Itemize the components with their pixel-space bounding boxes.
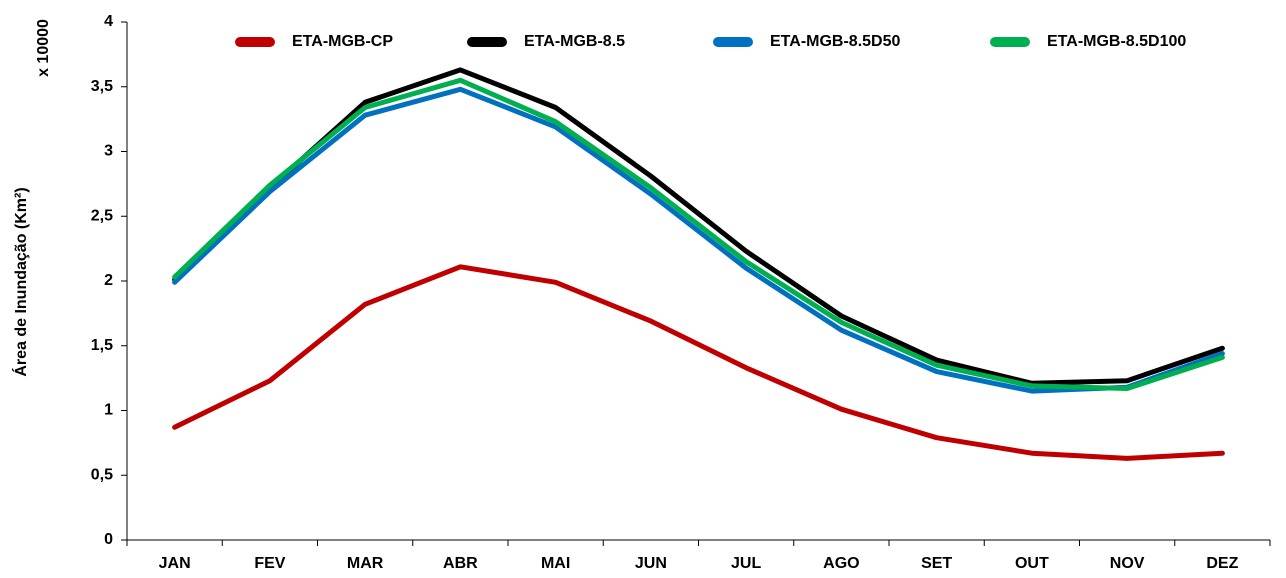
x-tick-label: ABR [443, 555, 478, 572]
x-tick-label: MAR [347, 555, 384, 572]
series-line [172, 77, 1225, 391]
series-line [172, 67, 1225, 386]
x-tick-label: JAN [159, 555, 191, 572]
legend-label: ETA-MGB-8.5D100 [1047, 33, 1186, 50]
y-multiplier: x 10000 [35, 19, 52, 77]
legend-label: ETA-MGB-8.5 [524, 33, 625, 50]
y-tick-label: 4 [104, 13, 113, 30]
series-line [172, 264, 1225, 461]
x-tick-label: AGO [823, 555, 859, 572]
x-tick-label: SET [921, 555, 952, 572]
x-tick-label: NOV [1110, 555, 1145, 572]
series-line [172, 86, 1225, 394]
y-tick-label: 1,5 [91, 337, 113, 354]
y-tick-label: 2 [104, 272, 113, 289]
y-axis-title: Área de Inundação (Km²) [11, 187, 30, 376]
x-tick-label: OUT [1015, 555, 1049, 572]
y-tick-label: 3 [104, 143, 113, 160]
y-tick-label: 0,5 [91, 466, 113, 483]
y-tick-label: 3,5 [91, 78, 113, 95]
y-tick-label: 2,5 [91, 207, 113, 224]
y-tick-label: 1 [104, 402, 113, 419]
x-tick-label: JUN [635, 555, 667, 572]
x-tick-label: JUL [731, 555, 761, 572]
y-tick-label: 0 [104, 531, 113, 548]
x-tick-label: MAI [541, 555, 570, 572]
legend-label: ETA-MGB-8.5D50 [770, 33, 900, 50]
legend-label: ETA-MGB-CP [292, 33, 393, 50]
x-tick-label: FEV [254, 555, 285, 572]
x-tick-label: DEZ [1206, 555, 1238, 572]
